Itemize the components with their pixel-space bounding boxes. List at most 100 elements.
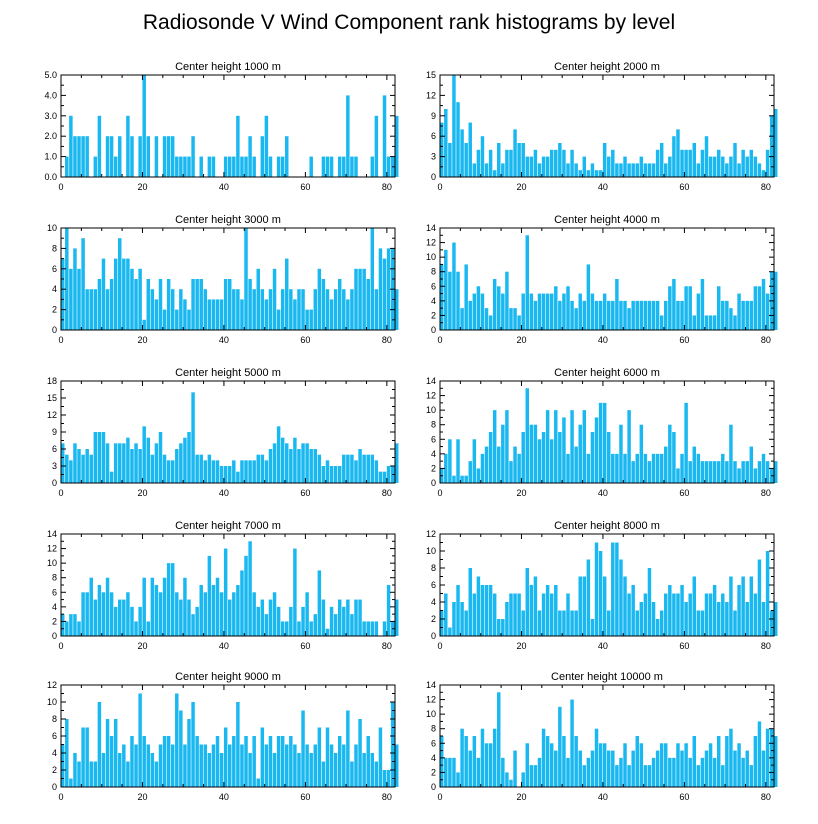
bar [741, 757, 745, 787]
bar [223, 727, 228, 787]
bar [460, 728, 464, 787]
x-tick-label: 0 [437, 641, 442, 651]
y-tick-label: 4 [52, 748, 57, 758]
bar [700, 757, 705, 787]
bar [228, 744, 232, 787]
bar [700, 279, 705, 330]
bar [708, 461, 713, 483]
bar [350, 289, 354, 330]
bar [602, 293, 607, 330]
bar [65, 621, 69, 636]
y-tick-label: 6 [52, 264, 57, 274]
bar [199, 744, 203, 787]
bar [635, 736, 639, 787]
bar [199, 454, 203, 483]
x-tick-label: 40 [598, 488, 608, 498]
bar [566, 286, 570, 330]
bar [211, 744, 216, 787]
bar [492, 170, 497, 177]
bar [684, 149, 688, 177]
bar-series [61, 392, 399, 483]
bar [761, 279, 766, 330]
bar [472, 163, 477, 177]
bar [146, 279, 151, 330]
bar [260, 454, 265, 483]
bar [317, 268, 322, 330]
bar [566, 453, 570, 483]
bar [664, 446, 668, 483]
bar [570, 610, 574, 636]
bar [73, 753, 77, 787]
bar [236, 585, 240, 636]
bar [223, 548, 228, 636]
bar [329, 606, 334, 636]
x-tick-label: 80 [382, 792, 392, 802]
bar [517, 453, 521, 483]
bar-series [440, 235, 778, 330]
bar [725, 602, 729, 636]
bar [566, 757, 570, 787]
bar [81, 592, 85, 636]
bar [101, 258, 106, 330]
panel-title: Center height 9000 m [175, 671, 281, 683]
bar [252, 736, 256, 787]
bar [602, 402, 607, 483]
bar [521, 772, 525, 787]
y-tick-label: 18 [47, 376, 57, 386]
y-tick-label: 6 [52, 587, 57, 597]
bar [150, 454, 155, 483]
bar [342, 454, 346, 483]
bar [342, 289, 346, 330]
bar [464, 475, 468, 483]
bar [745, 300, 749, 330]
bar [501, 619, 505, 636]
bar [716, 149, 721, 177]
bar [362, 753, 366, 787]
panel-title: Center height 5000 m [175, 367, 281, 379]
bar [554, 750, 558, 787]
bar [712, 585, 717, 636]
bar [721, 300, 725, 330]
bar [729, 576, 733, 636]
bar [386, 770, 391, 787]
bar [611, 149, 615, 177]
bar [309, 449, 313, 483]
bar [733, 143, 737, 177]
bar [639, 602, 644, 636]
bar [93, 289, 98, 330]
x-tick-label: 0 [437, 792, 442, 802]
bar [329, 156, 334, 177]
x-tick-label: 40 [219, 641, 229, 651]
bar [170, 136, 175, 177]
bar [122, 258, 126, 330]
bar [545, 293, 550, 330]
bar [65, 454, 69, 483]
bar [586, 170, 591, 177]
bar [668, 585, 672, 636]
bar [659, 743, 664, 787]
bar [757, 721, 762, 787]
bar [529, 156, 534, 177]
bar [497, 692, 501, 787]
bar [676, 300, 680, 330]
x-tick-label: 20 [137, 641, 147, 651]
bar [85, 449, 89, 483]
panel-title: Center height 2000 m [554, 61, 660, 73]
bar [105, 577, 110, 636]
y-tick-label: 0.0 [44, 172, 57, 182]
bar [126, 592, 130, 636]
bar [704, 136, 709, 177]
bar [329, 744, 334, 787]
bar [492, 410, 497, 483]
y-tick-label: 0 [52, 782, 57, 792]
bar [647, 163, 652, 177]
bar [122, 443, 126, 483]
bar [566, 593, 570, 636]
bar [276, 426, 281, 483]
bar [228, 599, 232, 636]
y-tick-label: 6 [431, 738, 436, 748]
x-tick-label: 80 [382, 488, 392, 498]
bar [268, 599, 273, 636]
bar [321, 599, 326, 636]
bar [301, 710, 305, 787]
